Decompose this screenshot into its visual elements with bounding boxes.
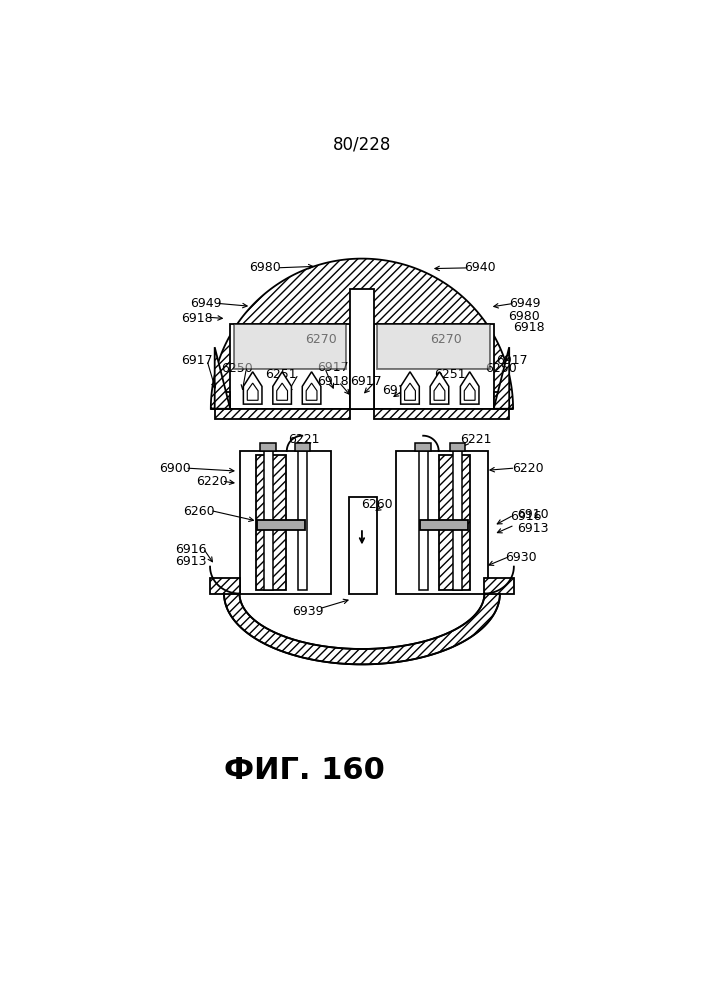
Polygon shape (484, 578, 514, 594)
Text: 6220: 6220 (512, 462, 544, 475)
Bar (378, 324, 490, 369)
Bar (240, 451, 331, 594)
Text: 6917: 6917 (496, 354, 527, 367)
Text: 6900: 6900 (159, 462, 191, 475)
Polygon shape (303, 372, 321, 404)
Bar (373, 324, 493, 409)
Polygon shape (401, 372, 419, 404)
Polygon shape (243, 372, 262, 404)
Polygon shape (224, 594, 500, 664)
Text: 6980: 6980 (249, 261, 281, 274)
Polygon shape (215, 347, 230, 409)
Text: 6918: 6918 (382, 384, 414, 397)
Text: 6260: 6260 (183, 505, 215, 518)
Text: 6251: 6251 (433, 368, 465, 381)
Polygon shape (430, 372, 449, 404)
Polygon shape (404, 383, 416, 400)
Text: 6980: 6980 (508, 310, 540, 323)
Polygon shape (215, 392, 230, 409)
Text: 6221: 6221 (460, 433, 491, 446)
Polygon shape (373, 409, 509, 419)
Text: 6917: 6917 (350, 375, 382, 388)
Polygon shape (306, 383, 317, 400)
Text: 6939: 6939 (292, 605, 323, 618)
Text: 6260: 6260 (361, 498, 392, 511)
Polygon shape (276, 383, 288, 400)
Text: 6221: 6221 (288, 433, 320, 446)
Polygon shape (247, 383, 258, 400)
Text: 6930: 6930 (505, 551, 537, 564)
Bar (396, 451, 488, 594)
Text: 6940: 6940 (464, 261, 496, 274)
Polygon shape (273, 372, 291, 404)
Polygon shape (460, 372, 479, 404)
Polygon shape (210, 578, 240, 594)
Text: 6270: 6270 (431, 333, 462, 346)
Text: 6918: 6918 (513, 321, 544, 334)
Text: 6913: 6913 (175, 555, 206, 568)
Bar (257, 520, 305, 530)
Polygon shape (215, 409, 351, 419)
Bar (349, 497, 377, 594)
Polygon shape (440, 455, 469, 590)
Text: 6910: 6910 (518, 508, 549, 521)
Bar (295, 443, 310, 451)
Bar (450, 443, 465, 451)
Bar (351, 289, 373, 409)
Text: 6220: 6220 (197, 475, 228, 488)
Text: 6916: 6916 (510, 510, 542, 523)
Text: 6918: 6918 (181, 312, 213, 325)
Text: 6916: 6916 (175, 543, 206, 556)
Polygon shape (493, 347, 509, 409)
Polygon shape (493, 392, 509, 409)
Polygon shape (256, 455, 286, 590)
Bar (260, 443, 276, 451)
Bar (452, 451, 462, 590)
Bar (416, 443, 431, 451)
Bar (264, 451, 273, 590)
Text: 6949: 6949 (509, 297, 540, 310)
Text: 6913: 6913 (518, 522, 549, 535)
Text: 6250: 6250 (221, 362, 253, 375)
Polygon shape (211, 259, 513, 409)
Bar (419, 451, 428, 590)
Text: ФИГ. 160: ФИГ. 160 (224, 756, 385, 785)
Bar (420, 520, 468, 530)
Bar (298, 451, 307, 590)
Bar (230, 324, 351, 409)
Polygon shape (464, 383, 475, 400)
Text: 6949: 6949 (190, 297, 222, 310)
Text: 6250: 6250 (485, 362, 517, 375)
Text: 6251: 6251 (264, 368, 296, 381)
Text: 6917: 6917 (317, 361, 349, 374)
Text: 80/228: 80/228 (333, 136, 391, 154)
Text: 6270: 6270 (305, 333, 337, 346)
Bar (234, 324, 346, 369)
Text: 6917: 6917 (181, 354, 213, 367)
Text: 6918: 6918 (317, 375, 349, 388)
Polygon shape (434, 383, 445, 400)
